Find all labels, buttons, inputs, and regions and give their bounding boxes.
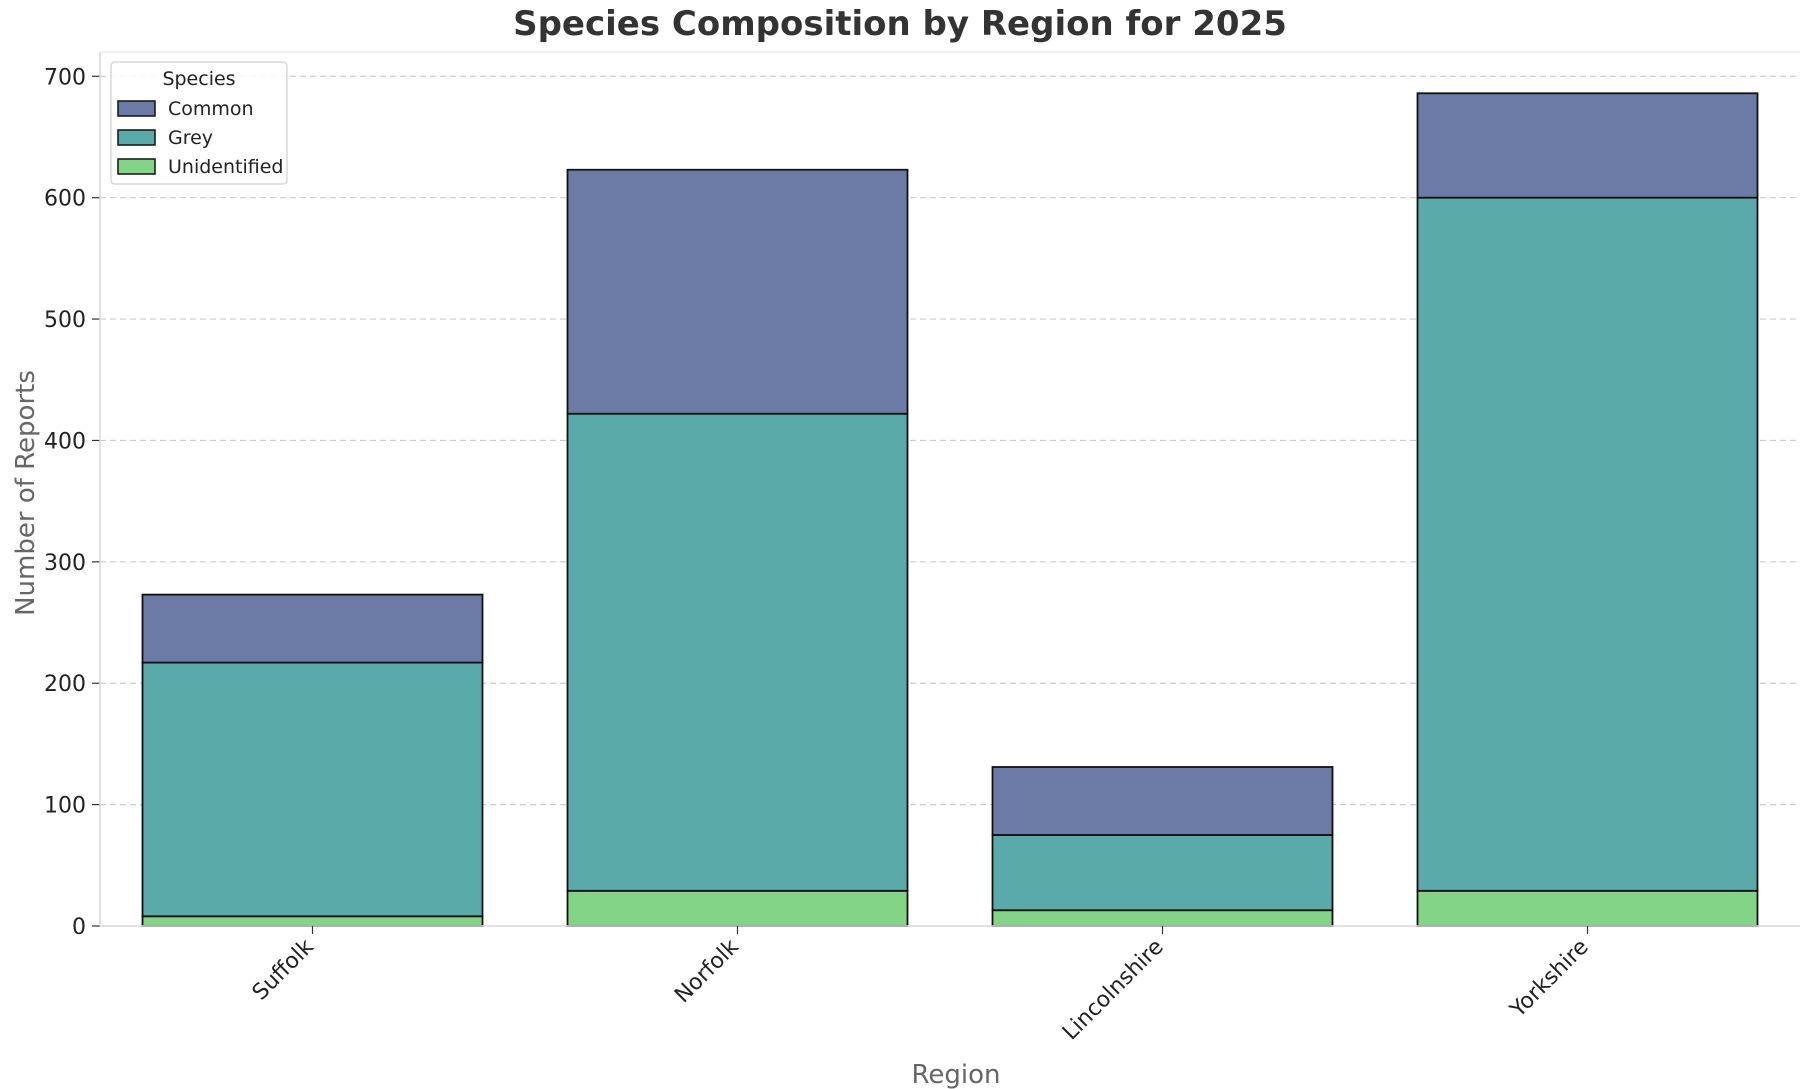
legend-swatch-grey [117,129,156,146]
x-tick-label: Yorkshire [1505,935,1594,1024]
legend-title: Species [162,68,235,90]
x-tick-label: Norfolk [670,934,744,1008]
x-axis-label: Region [911,1060,1000,1089]
bar-segment-grey-yorkshire [1416,196,1759,892]
bar-segment-common-norfolk [566,168,909,415]
y-tick-label: 400 [44,429,86,454]
y-tick-label: 500 [44,308,86,333]
y-tick-label: 0 [72,915,86,940]
x-tick-label: Suffolk [248,934,319,1005]
bar-segment-unidentified-norfolk [566,889,909,927]
legend-label-common: Common [168,98,254,120]
y-tick-label: 600 [44,187,86,212]
bar-segment-unidentified-lincolnshire [991,909,1334,927]
bar-segment-grey-norfolk [566,412,909,892]
legend-swatch-unidentified [117,158,156,175]
y-tick-label: 700 [44,65,86,90]
bar-segment-grey-lincolnshire [991,834,1334,912]
legend-swatch-common [117,100,156,117]
y-tick-label: 100 [44,794,86,819]
y-tick-label: 200 [44,672,86,697]
bar-segment-common-suffolk [141,593,484,664]
bar-segment-unidentified-yorkshire [1416,889,1759,927]
legend-box [110,61,288,185]
y-axis-label: Number of Reports [11,370,41,616]
legend-label-unidentified: Unidentified [168,156,283,178]
bar-segment-common-yorkshire [1416,92,1759,199]
y-tick-label: 300 [44,551,86,576]
legend-label-grey: Grey [168,127,213,149]
x-tick-label: Lincolnshire [1058,935,1169,1046]
bar-segment-unidentified-suffolk [141,915,484,927]
bar-segment-common-lincolnshire [991,766,1334,836]
bar-segment-grey-suffolk [141,661,484,918]
bar-stacks [141,92,1759,927]
chart-title: Species Composition by Region for 2025 [513,4,1287,44]
legend: Species Common Grey Unidentified [110,61,288,185]
